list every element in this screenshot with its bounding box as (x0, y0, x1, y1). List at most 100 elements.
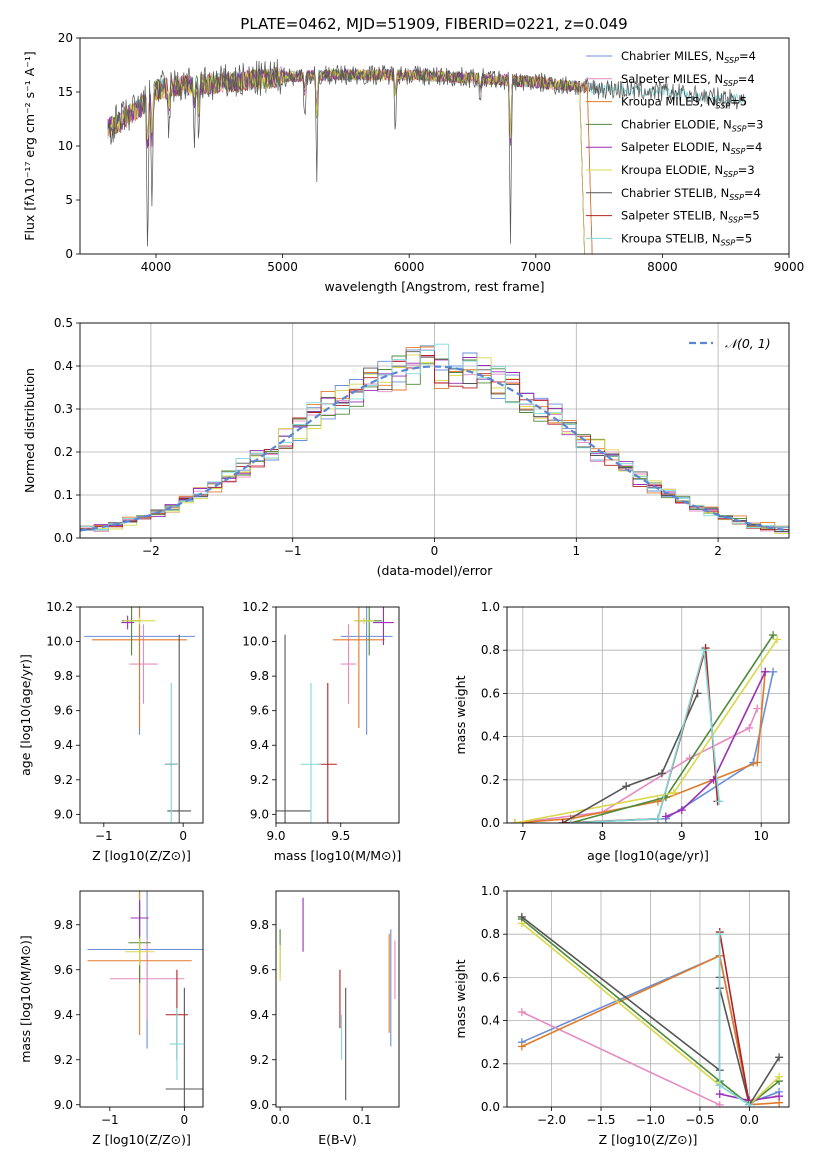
x-axis-label: E(B-V) (318, 1132, 357, 1147)
legend-entry: Chabrier MILES, NSSP=4 (621, 49, 756, 65)
y-tick-label: 0.8 (481, 643, 500, 657)
series-line (562, 671, 774, 823)
y-axis-label: mass weight (453, 959, 468, 1038)
x-tick-label: 9000 (774, 260, 805, 274)
series-marker (669, 788, 678, 797)
data-point (129, 624, 158, 704)
y-tick-label: 0.4 (481, 1014, 500, 1028)
age-vs-mass-panel: 9.0 9.5 9.0 9.2 9.4 9.6 9.8 10.0 10.2 mass [log10… (242, 600, 402, 863)
spectrum-series-line (107, 67, 585, 254)
y-tick-label: 9.0 (54, 1098, 73, 1112)
legend-entry: Salpeter STELIB, NSSP=5 (621, 209, 760, 225)
y-tick-label: 9.2 (54, 773, 73, 787)
axes-frame (275, 890, 400, 1108)
y-tick-label: 9.4 (250, 738, 269, 752)
series-line (665, 671, 766, 818)
series-marker (715, 1090, 724, 1099)
series-marker (653, 814, 662, 823)
mass-weight-vs-age-panel: 7 8 9 10 0.0 0.2 0.4 0.6 0.8 1.0 age [log10(age/yr… (453, 600, 790, 863)
series-line (718, 931, 751, 1105)
y-axis-label: mass [log10(M/M⊙)] (18, 935, 33, 1063)
series-marker (700, 646, 709, 655)
x-axis-label: Z [log10(Z/Z⊙)] (92, 848, 191, 863)
legend-entry: Kroupa MILES, NSSP=5 (621, 95, 747, 111)
series-line (514, 638, 778, 823)
series-marker (693, 689, 702, 698)
mass-weight-series (558, 689, 702, 823)
y-tick-label: 9.8 (250, 918, 269, 932)
y-tick-label: 9.0 (250, 1098, 269, 1112)
series-line (521, 1011, 721, 1106)
normal-reference-curve (80, 365, 789, 532)
data-point (91, 607, 188, 728)
age-vs-metallicity-panel: −1 0 9.0 9.2 9.4 9.6 9.8 10.0 10.2 Z [log10(Z/Z⊙)… (18, 600, 204, 863)
x-tick-label: −2 (142, 544, 160, 558)
y-axis-label: Normed distribution (22, 368, 37, 493)
mass-weight-series (510, 704, 762, 823)
series-marker (775, 1092, 784, 1101)
x-tick-label: −1 (101, 1113, 119, 1127)
data-point (164, 683, 178, 823)
x-tick-label: 9 (678, 829, 686, 843)
series-marker (517, 1042, 526, 1051)
legend-entry: Chabrier ELODIE, NSSP=3 (621, 117, 763, 133)
y-axis-label: mass weight (453, 675, 468, 754)
axes-frame (506, 606, 790, 824)
y-tick-label: 0.0 (481, 1100, 500, 1114)
data-point (300, 683, 322, 823)
axes-frame (506, 890, 790, 1108)
x-tick-label: 8 (599, 829, 607, 843)
data-point (276, 634, 311, 823)
y-tick-label: 0.0 (481, 816, 500, 830)
y-tick-label: 10 (58, 139, 73, 153)
y-tick-label: 9.8 (250, 669, 269, 683)
axes-frame (79, 890, 204, 1108)
x-tick-label: 7 (519, 829, 527, 843)
mass-weight-series (510, 635, 782, 823)
mass-weight-series (558, 667, 778, 823)
y-tick-label: 1.0 (481, 600, 500, 614)
mass-weight-series (510, 667, 770, 823)
y-tick-label: 0.2 (481, 1057, 500, 1071)
y-tick-label: 9.2 (250, 773, 269, 787)
axes-frame (79, 37, 790, 255)
legend-entry: Kroupa ELODIE, NSSP=3 (621, 163, 755, 179)
data-point (130, 900, 149, 936)
series-marker (745, 1100, 754, 1107)
x-axis-label: mass [log10(M/M⊙)] (274, 848, 402, 863)
x-tick-label: −1.0 (636, 1113, 665, 1127)
x-tick-label: −1 (95, 829, 113, 843)
x-tick-label: 0.0 (271, 1113, 290, 1127)
legend-entry: Chabrier STELIB, NSSP=4 (621, 186, 761, 202)
y-tick-label: 0.0 (54, 531, 73, 545)
x-axis-label: (data-model)/error (377, 563, 494, 578)
y-tick-label: 9.6 (250, 704, 269, 718)
y-tick-label: 9.6 (54, 963, 73, 977)
x-tick-label: 1 (572, 544, 580, 558)
x-tick-label: 9.5 (331, 829, 350, 843)
data-point (353, 617, 375, 625)
x-tick-label: 6000 (394, 260, 425, 274)
x-axis-label: Z [log10(Z/Z⊙)] (92, 1132, 191, 1147)
series-line (521, 918, 780, 1106)
y-tick-label: 0.1 (54, 488, 73, 502)
x-tick-label: 9.0 (266, 829, 285, 843)
x-tick-label: −1 (284, 544, 302, 558)
residual-histogram (80, 343, 789, 538)
series-line (562, 693, 699, 823)
x-tick-label: 0 (431, 544, 439, 558)
spectrum-panel: 4000 5000 6000 7000 8000 9000 0 5 10 15 20 waveleng… (22, 31, 804, 294)
y-tick-label: 10.2 (242, 600, 269, 614)
y-tick-label: 0.5 (54, 316, 73, 330)
data-point (318, 683, 337, 823)
data-point (332, 607, 385, 728)
data-point (373, 607, 394, 646)
y-tick-label: 0.4 (481, 730, 500, 744)
series-marker (715, 1100, 724, 1107)
mass-weight-series (661, 667, 770, 821)
x-tick-label: 4000 (141, 260, 172, 274)
series-marker (566, 819, 575, 823)
series-marker (517, 1007, 526, 1016)
series-marker (753, 758, 762, 767)
y-tick-label: 0.6 (481, 686, 500, 700)
